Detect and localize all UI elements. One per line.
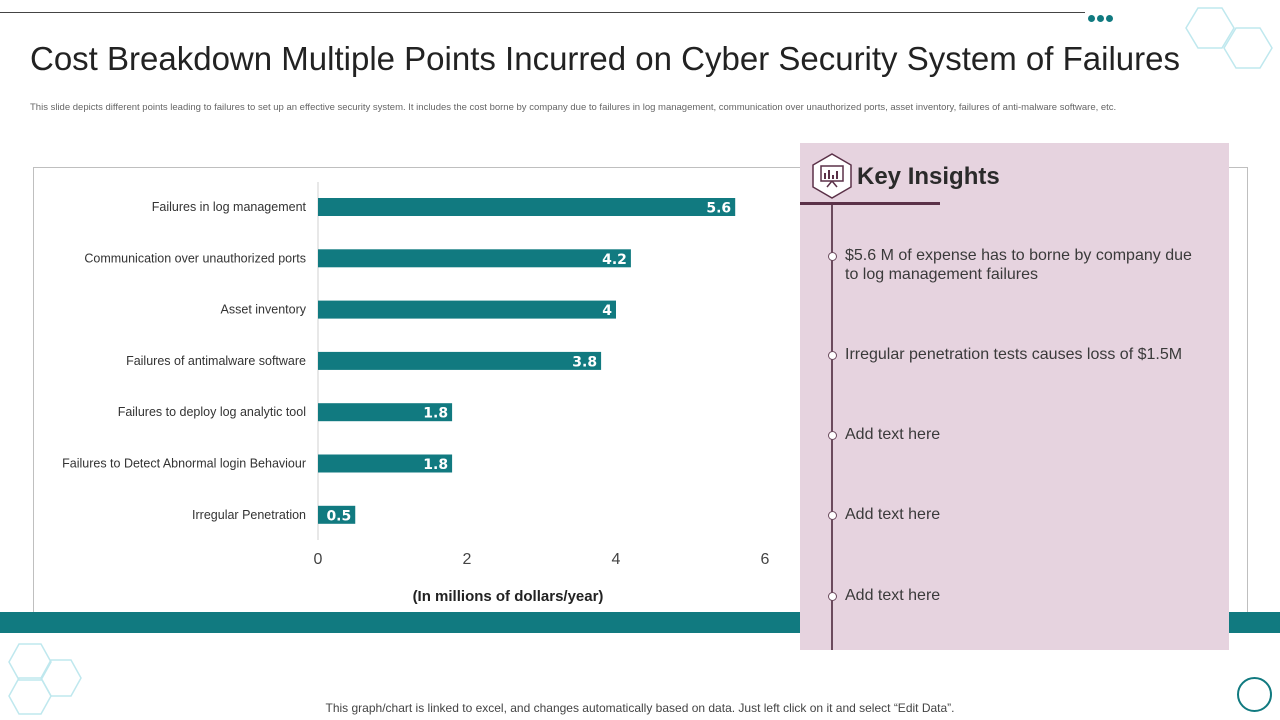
data-label: 4.2 xyxy=(602,252,627,268)
data-label: 3.8 xyxy=(572,354,597,370)
key-insights-title: Key Insights xyxy=(857,163,1000,190)
bar[interactable] xyxy=(318,249,631,268)
x-tick-label: 0 xyxy=(314,551,323,568)
data-label: 4 xyxy=(602,303,612,319)
x-axis-label: (In millions of dollars/year) xyxy=(413,588,604,605)
presentation-chart-icon xyxy=(812,153,852,199)
category-label: Asset inventory xyxy=(221,303,307,317)
footer-note: This graph/chart is linked to excel, and… xyxy=(325,701,955,715)
insight-text: Add text here xyxy=(845,506,941,523)
category-label: Failures to deploy log analytic tool xyxy=(118,405,306,419)
top-rule xyxy=(0,12,1085,13)
corner-circle-decoration xyxy=(1237,677,1272,712)
bar[interactable] xyxy=(318,351,602,370)
insight-text: $5.6 M of expense has to borne by compan… xyxy=(845,247,1192,283)
category-label: Irregular Penetration xyxy=(192,508,306,522)
data-label: 0.5 xyxy=(326,508,351,524)
bar[interactable] xyxy=(318,505,356,524)
timeline-line xyxy=(831,205,833,650)
category-label: Failures in log management xyxy=(152,200,307,214)
x-tick-label: 4 xyxy=(612,551,621,568)
timeline-dot xyxy=(828,592,837,601)
page-subtitle: This slide depicts different points lead… xyxy=(30,102,1117,113)
insight-text: Add text here xyxy=(845,426,941,443)
bar[interactable] xyxy=(318,454,453,473)
hexagon-decoration-top-right xyxy=(1185,7,1273,69)
key-insights-underline xyxy=(800,202,940,205)
x-tick-label: 6 xyxy=(761,551,770,568)
key-insights-panel: Key Insights $5.6 M of expense has to bo… xyxy=(800,143,1229,650)
bar[interactable] xyxy=(318,198,736,216)
insight-text: Irregular penetration tests causes loss … xyxy=(845,346,1183,363)
timeline-dot xyxy=(828,431,837,440)
timeline-dot xyxy=(828,351,837,360)
hexagon-decoration-bottom-left xyxy=(8,643,82,715)
data-label: 1.8 xyxy=(423,406,448,422)
page-title: Cost Breakdown Multiple Points Incurred … xyxy=(30,40,1180,77)
timeline-dot xyxy=(828,252,837,261)
bar[interactable] xyxy=(318,403,453,422)
x-tick-label: 2 xyxy=(463,551,472,568)
data-label: 5.6 xyxy=(706,201,731,217)
insight-text: Add text here xyxy=(845,587,941,604)
top-dots-decoration xyxy=(1088,9,1115,27)
bar[interactable] xyxy=(318,300,616,319)
category-label: Failures to Detect Abnormal login Behavi… xyxy=(62,457,306,471)
data-label: 1.8 xyxy=(423,457,448,473)
category-label: Communication over unauthorized ports xyxy=(84,251,306,265)
timeline-dot xyxy=(828,511,837,520)
category-label: Failures of antimalware software xyxy=(126,354,306,368)
